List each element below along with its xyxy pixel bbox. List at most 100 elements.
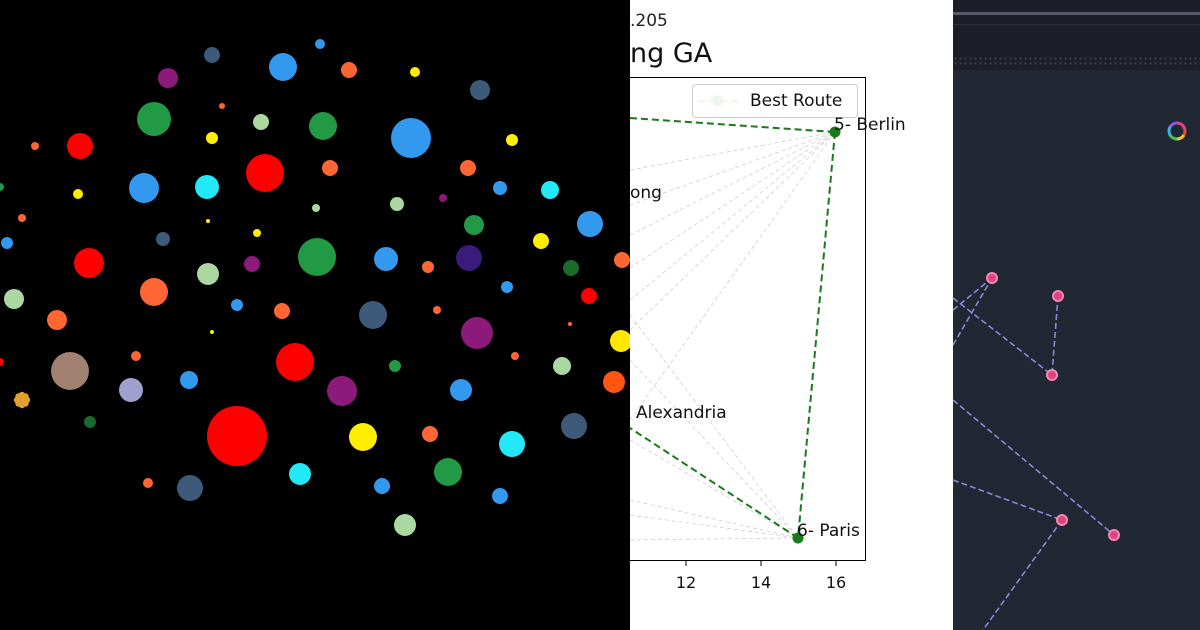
- graph-edges: [953, 277, 1115, 630]
- candidate-route-line: [630, 314, 799, 539]
- route-plot-canvas: [630, 95, 841, 566]
- graph-node[interactable]: [1052, 290, 1064, 302]
- color-wheel-icon[interactable]: [1166, 120, 1188, 142]
- graph-nodes: [986, 272, 1120, 541]
- candidate-route-line: [630, 359, 799, 539]
- bubble: [298, 238, 336, 276]
- candidate-route-line: [630, 131, 836, 206]
- bubble: [246, 154, 284, 192]
- bubble: [119, 378, 143, 402]
- graph-node[interactable]: [1056, 514, 1068, 526]
- bubble: [276, 343, 314, 381]
- candidate-route-line: [630, 537, 799, 541]
- bubble: [533, 233, 549, 249]
- city-label-alexandria: Alexandria: [636, 403, 727, 423]
- candidate-route-line: [630, 131, 836, 301]
- bubble: [143, 478, 153, 488]
- bubble: [349, 423, 377, 451]
- best-route-segment: [797, 131, 836, 539]
- bubble: [422, 261, 434, 273]
- bubble: [219, 103, 225, 109]
- candidate-route-line: [630, 131, 836, 331]
- plot-subtitle: .205: [630, 11, 668, 31]
- bubble: [359, 301, 387, 329]
- bubble: [433, 306, 441, 314]
- candidate-route-line: [630, 439, 799, 539]
- x-tick-label: 14: [750, 573, 772, 592]
- bubble: [614, 252, 630, 268]
- bubble: [206, 132, 218, 144]
- bubble: [137, 102, 171, 136]
- city-point-paris: [792, 532, 804, 544]
- graph-node[interactable]: [1108, 529, 1120, 541]
- city-point-berlin: [829, 126, 841, 138]
- bubble: [156, 232, 170, 246]
- bubble: [461, 317, 493, 349]
- city-label-berlin: 5- Berlin: [834, 115, 906, 135]
- city-label-partial: ong: [630, 183, 662, 203]
- bubble: [0, 358, 4, 366]
- bubble: [195, 175, 219, 199]
- plot-axes-frame: [630, 77, 866, 561]
- bubble: [197, 263, 219, 285]
- bubble: [204, 47, 220, 63]
- bubble: [568, 322, 572, 326]
- plot-title: ng GA: [630, 38, 713, 69]
- bubble: [322, 160, 338, 176]
- bubble: [439, 194, 447, 202]
- graph-edge: [1051, 295, 1059, 376]
- candidate-route-line: [630, 499, 799, 539]
- bubble: [581, 288, 597, 304]
- graph-canvas: [953, 120, 1188, 630]
- bubble: [410, 67, 420, 77]
- graph-node[interactable]: [1046, 369, 1058, 381]
- route-plot-panel: .205 ng GA: [630, 0, 953, 630]
- bubble: [67, 133, 93, 159]
- legend-label: Best Route: [750, 91, 843, 111]
- candidate-route-line: [630, 131, 836, 236]
- candidate-route-line: [630, 514, 799, 539]
- bubble: [315, 39, 325, 49]
- graph-edge: [953, 479, 1063, 521]
- bubble: [129, 173, 159, 203]
- bubble: [210, 330, 214, 334]
- bubble: [73, 189, 83, 199]
- bubble: [51, 352, 89, 390]
- bubble: [274, 303, 290, 319]
- bubble: [464, 215, 484, 235]
- bubble: [253, 114, 269, 130]
- bubble-cluster-panel: [0, 39, 630, 536]
- bubble: [177, 475, 203, 501]
- bubble: [390, 197, 404, 211]
- bubble: [131, 351, 141, 361]
- bubble: [180, 371, 198, 389]
- bubble: [610, 330, 630, 352]
- bubble: [244, 256, 260, 272]
- bubble: [18, 214, 26, 222]
- bubble: [577, 211, 603, 237]
- toolbar-divider: [953, 12, 1200, 15]
- bubble: [341, 62, 357, 78]
- graph-node[interactable]: [986, 272, 998, 284]
- gear-icon: [13, 391, 31, 409]
- graph-edge: [953, 277, 993, 311]
- bubble: [501, 281, 513, 293]
- bubble: [84, 416, 96, 428]
- bubble: [450, 379, 472, 401]
- candidate-route-line: [630, 131, 836, 421]
- bubble-cluster-canvas: [0, 39, 630, 536]
- bubble: [553, 357, 571, 375]
- graph-edge: [953, 399, 1115, 536]
- toolbar-divider: [953, 24, 1200, 25]
- graph-edge: [982, 519, 1063, 630]
- best-route-segment: [630, 427, 799, 539]
- toolbar-dotted-strip: [953, 56, 1200, 66]
- bubble: [206, 219, 210, 223]
- bubble: [492, 488, 508, 504]
- bubble: [47, 310, 67, 330]
- bubble: [309, 112, 337, 140]
- bubble: [603, 371, 625, 393]
- plot-legend: Best Route: [692, 84, 858, 118]
- bubble: [289, 463, 311, 485]
- bubble: [541, 181, 559, 199]
